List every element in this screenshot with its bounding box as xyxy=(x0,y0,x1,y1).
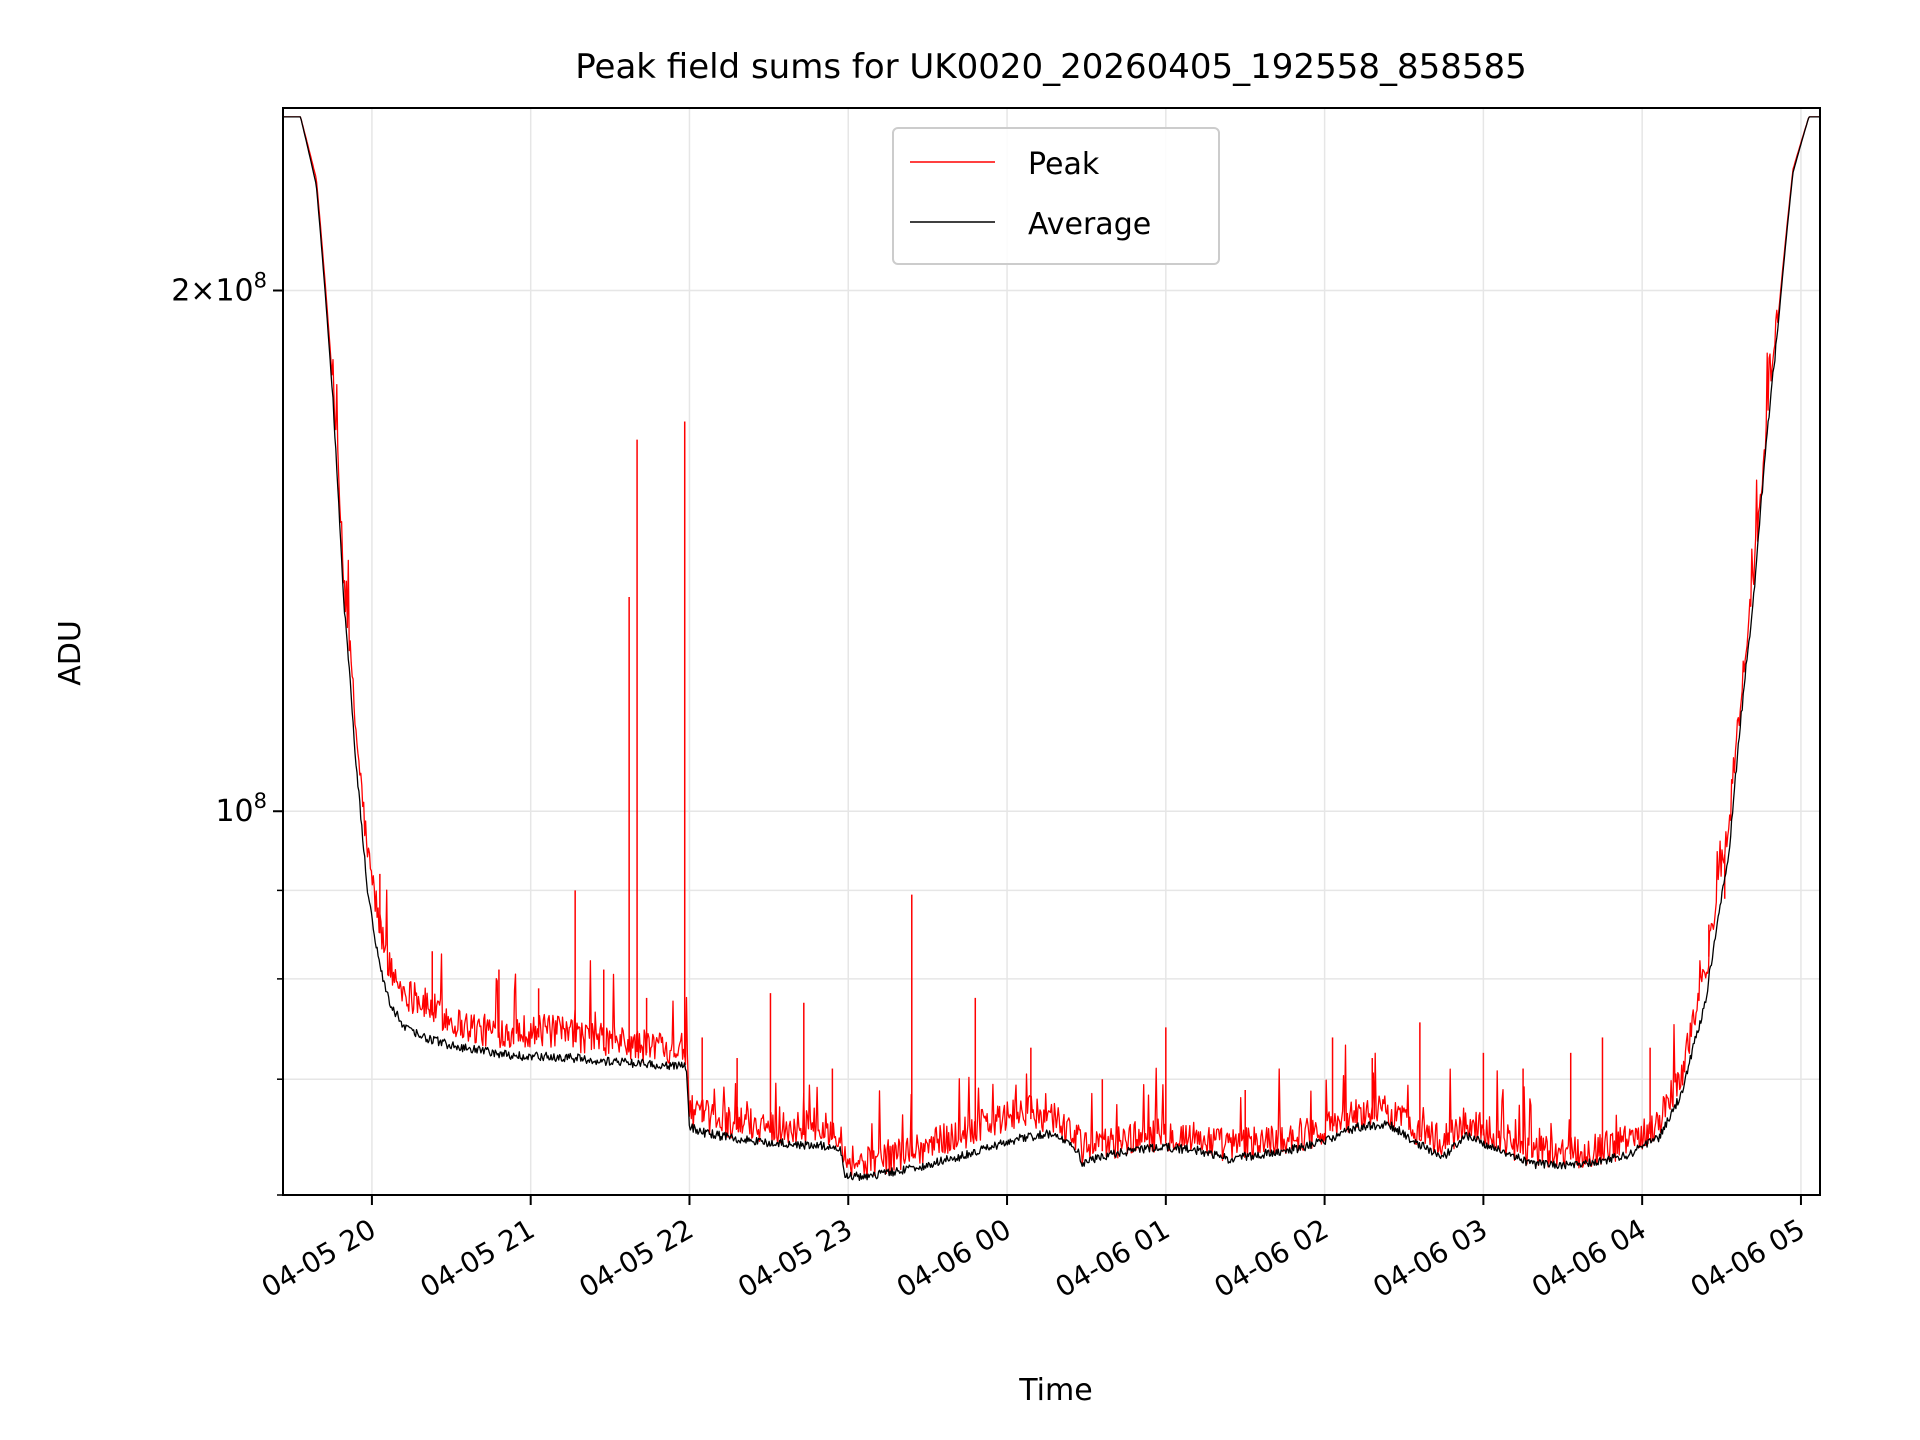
legend: Peak Average xyxy=(892,127,1220,265)
series xyxy=(283,116,1820,1182)
y-axis-label: ADU xyxy=(53,620,88,686)
x-axis-label: Time xyxy=(1018,1373,1092,1408)
plot-frame xyxy=(282,107,1821,1196)
y-tick-label: 2×108 xyxy=(171,269,267,309)
chart-title: Peak field sums for UK0020_20260405_1925… xyxy=(575,47,1527,87)
series-line-average xyxy=(283,116,1820,1182)
legend-label-peak: Peak xyxy=(1028,147,1100,182)
legend-label-average: Average xyxy=(1028,207,1151,242)
